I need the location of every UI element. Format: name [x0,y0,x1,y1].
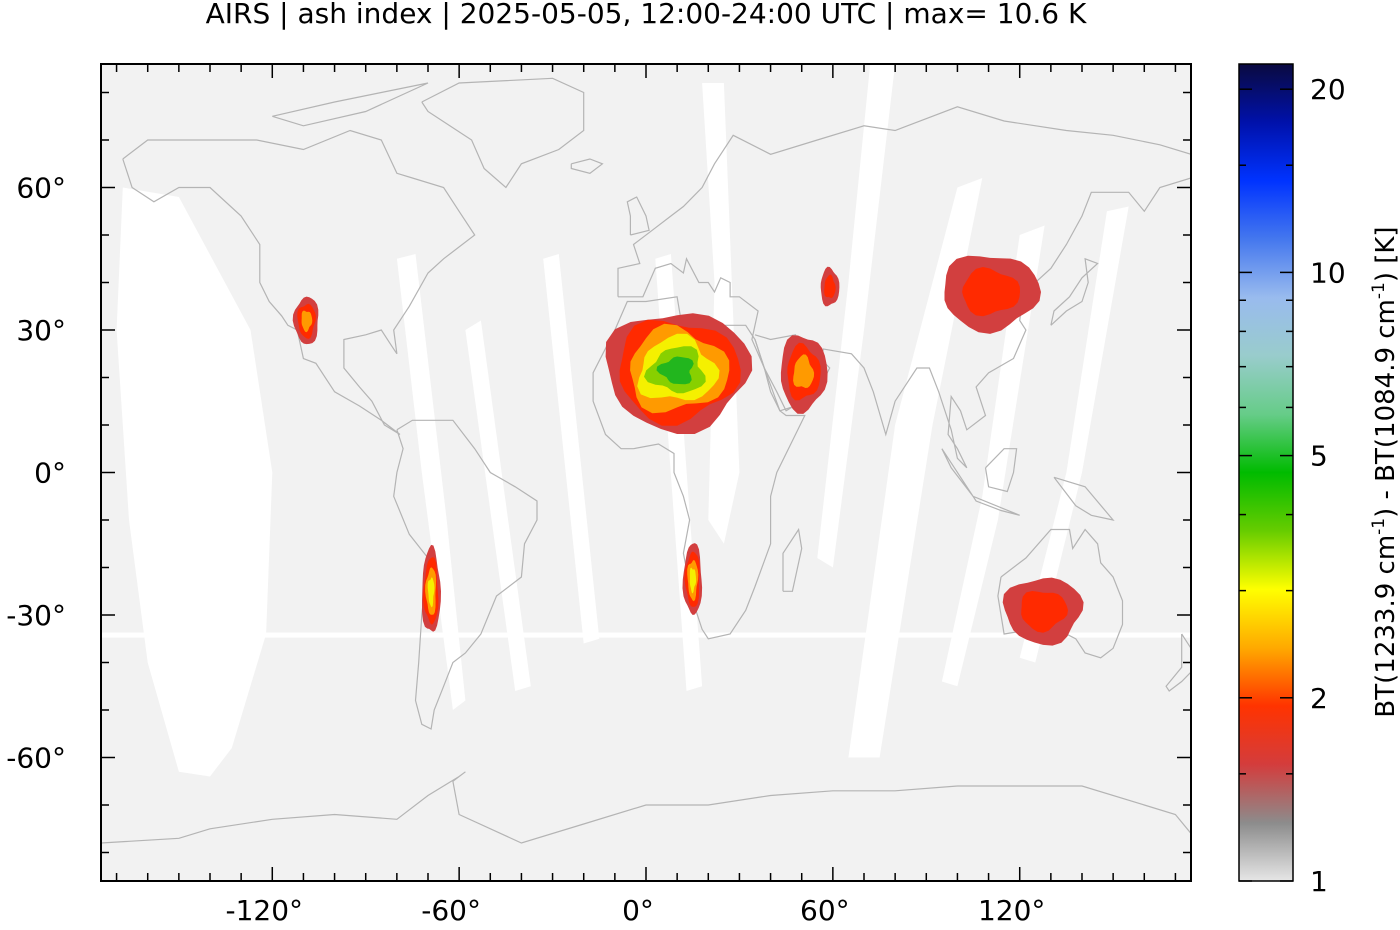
data-gap-swath [543,254,600,644]
data-gap-swaths [101,64,1191,777]
ash-region-australia [1002,577,1084,646]
colorbar-label-part: -1 [1369,518,1389,535]
y-tick-label: 60° [16,172,66,205]
ash-level-5 [427,577,435,608]
ash-level-9.5 [656,356,694,385]
ash-region-north-china [944,255,1041,334]
data-gap-swath [396,254,466,710]
ash-level-3.5 [301,310,313,333]
coastline-indonesia [941,448,1020,516]
colorbar-tick-label: 20 [1310,73,1346,106]
colorbar-label-part: -1 [1369,282,1389,299]
ash-level-3.5 [793,354,815,388]
x-tick-label: -60° [421,894,481,927]
colorbar-label-part: ) [K] [1371,226,1400,282]
y-tick-label: 30° [16,314,66,347]
colorbar-label: BT(1233.9 cm-1) - BT(1084.9 cm-1) [K] [1369,226,1400,717]
coastline-japan [1050,257,1099,326]
ash-region-chile-argentina [422,544,441,632]
coastline-africa-eurasia [592,296,806,640]
ash-level-5 [689,567,697,594]
data-gap-swath [817,64,896,568]
coastline-iceland [570,158,604,174]
colorbar-tick-labels: 1 2 5 10 20 [1310,73,1346,898]
ash-level-2.5 [1021,591,1068,633]
axis-ticks [101,64,1191,881]
coastline-new-guinea [1053,476,1115,521]
data-gap-swath [941,225,1045,687]
map-background [101,64,1191,881]
x-tick-label: -120° [226,894,304,927]
colorbar-tick-label: 1 [1310,865,1328,898]
data-gap-swath [848,178,983,758]
colorbar-ticks [1239,88,1293,882]
data-gap-strip [101,632,1191,638]
y-tick-label: 0° [34,457,66,490]
x-tick-label: 60° [800,894,850,927]
x-tick-label: 120° [978,894,1045,927]
coastline-uk [626,196,650,236]
coastline-north-america [122,129,476,436]
colorbar-tick-label: 10 [1310,256,1346,289]
ash-level-2.5 [962,267,1020,317]
ash-region-arabia [780,335,828,414]
colorbar-tick-label: 2 [1310,682,1328,715]
data-gap-swath [116,187,273,777]
coastline-arctic-islands [272,82,429,127]
coastline-greenland [421,77,585,189]
colorbar-label-part: ) - BT(1084.9 cm [1371,299,1400,518]
colorbar-gradient [1238,63,1294,882]
coastline-borneo [984,448,1018,493]
colorbar-label-part: BT(1233.9 cm [1371,535,1400,718]
data-gap-swath [465,320,531,691]
coastlines [101,77,1191,844]
coastline-antarctica [101,771,1191,844]
data-gap-swath [1019,206,1129,663]
colorbar-tick-label: 5 [1310,440,1328,473]
chart-title: AIRS | ash index | 2025-05-05, 12:00-24:… [206,0,1087,30]
coastline-europe-asia [617,106,1191,469]
y-tick-label: -30° [6,599,66,632]
x-tick-label: 0° [622,894,654,927]
ash-index-field [292,255,1084,646]
map-plot-area [101,64,1191,881]
ash-region-namibia [682,543,703,615]
coastline-new-zealand [1165,633,1191,692]
y-axis-tick-labels: 60° 30° 0° -30° -60° [6,172,66,775]
ash-level-2.5 [824,274,836,298]
coastline-madagascar [782,527,803,592]
data-gap-swath [702,83,740,544]
coastline-south-america [393,419,538,730]
ash-region-western-usa [292,296,319,345]
ash-region-sahara [605,313,753,434]
y-tick-label: -60° [6,742,66,775]
x-axis-tick-labels: -120° -60° 0° 60° 120° [226,894,1046,927]
ash-region-iran [820,266,840,307]
